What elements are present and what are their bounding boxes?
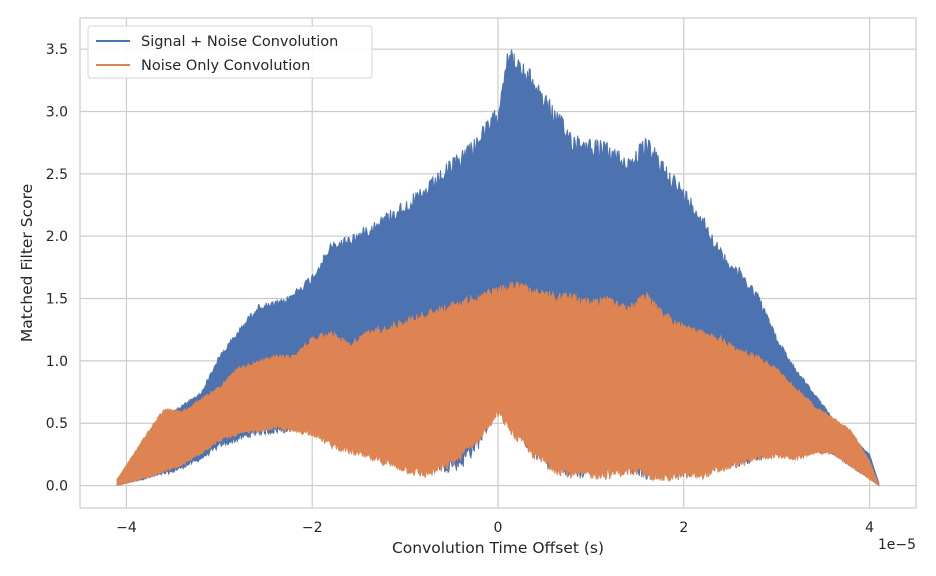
y-tick-label: 1.5	[46, 292, 68, 308]
legend-label-noise: Noise Only Convolution	[141, 58, 310, 74]
y-tick-label: 0.5	[46, 416, 68, 432]
x-tick-label: −2	[302, 520, 323, 536]
y-axis-label: Matched Filter Score	[18, 184, 36, 342]
y-tick-label: 3.5	[46, 42, 68, 58]
legend-label-signal: Signal + Noise Convolution	[141, 34, 338, 50]
y-tick-label: 1.0	[46, 354, 68, 370]
x-tick-label: 0	[494, 520, 503, 536]
x-tick-labels: −4 −2 0 2 4	[116, 520, 874, 536]
y-tick-label: 0.0	[46, 479, 68, 495]
x-tick-label: 2	[679, 520, 688, 536]
x-tick-label: 4	[865, 520, 874, 536]
legend-frame	[87, 25, 373, 79]
y-tick-label: 2.0	[46, 229, 68, 245]
y-tick-label: 2.5	[46, 167, 68, 183]
series-1-band	[116, 280, 880, 486]
y-tick-labels: 0.0 0.5 1.0 1.5 2.0 2.5 3.0 3.5	[46, 42, 68, 494]
legend: Signal + Noise Convolution Noise Only Co…	[87, 25, 373, 79]
x-tick-label: −4	[116, 520, 137, 536]
series-layer	[116, 49, 880, 487]
x-offset-text: 1e−5	[878, 537, 916, 553]
x-axis-label: Convolution Time Offset (s)	[392, 539, 604, 557]
y-tick-label: 3.0	[46, 105, 68, 121]
